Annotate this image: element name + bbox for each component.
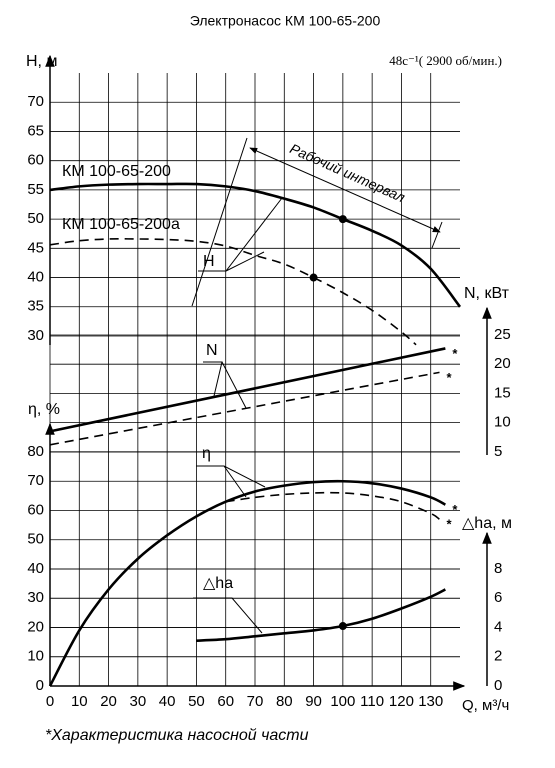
curve-label: КМ 100-65-200 — [62, 163, 171, 180]
x-tick-label: 80 — [276, 693, 293, 710]
y-tick-label: 40 — [27, 269, 44, 286]
y-tick-label: 20 — [27, 618, 44, 635]
note-mark: * — [447, 370, 453, 385]
y-tick-label: 60 — [27, 152, 44, 169]
y-tick-label: 10 — [27, 648, 44, 665]
curve-symbol: H — [203, 253, 215, 270]
y-tick-label: 10 — [494, 414, 511, 431]
grid — [49, 73, 460, 687]
curve-symbol: N — [206, 342, 218, 359]
x-tick-label: 0 — [46, 693, 54, 710]
y-tick-label: 70 — [27, 472, 44, 489]
y-tick-label: 0 — [494, 677, 502, 694]
y-tick-label: 0 — [36, 677, 44, 694]
y-tick-label: 45 — [27, 239, 44, 256]
curve — [49, 182, 462, 308]
curve — [225, 491, 440, 520]
x-label: Q, м³/ч — [462, 697, 509, 714]
curve — [196, 588, 446, 642]
note-mark: * — [452, 502, 458, 517]
y-tick-label: 30 — [27, 327, 44, 344]
y-tick-label: 60 — [27, 501, 44, 518]
x-tick-label: 120 — [389, 693, 414, 710]
x-tick-label: 90 — [305, 693, 322, 710]
y-tick-label: 80 — [27, 443, 44, 460]
curve-symbol: △hа — [203, 575, 233, 592]
y-tick-label: 2 — [494, 648, 502, 665]
x-tick-label: 60 — [217, 693, 234, 710]
y-tick-label: 20 — [494, 355, 511, 372]
curve — [49, 347, 446, 433]
curve-symbol: η — [202, 445, 211, 462]
dh-leader — [193, 597, 263, 634]
y-tick-label: 55 — [27, 181, 44, 198]
curve — [49, 371, 440, 446]
x-tick-label: 100 — [330, 693, 355, 710]
y-tick-label: 35 — [27, 298, 44, 315]
subtitle: 48с⁻¹( 2900 об/мин.) — [389, 53, 502, 68]
title: Электронасос КМ 100-65-200 — [190, 13, 381, 29]
y-tick-label: 50 — [27, 531, 44, 548]
note-mark: * — [452, 346, 458, 361]
footnote: *Характеристика насосной части — [45, 727, 309, 744]
curve — [49, 238, 417, 346]
y-tick-label: 65 — [27, 122, 44, 139]
y-tick-label: 5 — [494, 443, 502, 460]
x-tick-label: 50 — [188, 693, 205, 710]
curve-label: КМ 100-65-200а — [62, 216, 180, 233]
y-tick-label: 70 — [27, 93, 44, 110]
y-label: H, м — [26, 53, 57, 70]
n-leader — [203, 361, 247, 409]
interval-arrow — [249, 147, 441, 233]
operating-point — [338, 622, 347, 631]
x-tick-label: 70 — [247, 693, 264, 710]
y-tick-label: 50 — [27, 210, 44, 227]
operating-point — [338, 215, 347, 224]
y-tick-label: 6 — [494, 589, 502, 606]
eta-leader — [196, 465, 266, 498]
y-label: △hа, м — [462, 515, 512, 532]
note-mark: * — [447, 517, 453, 532]
x-tick-label: 40 — [159, 693, 176, 710]
x-tick-label: 110 — [360, 693, 384, 710]
y-tick-label: 15 — [494, 384, 511, 401]
y-label: N, кВт — [464, 285, 510, 302]
y-tick-label: 30 — [27, 589, 44, 606]
y-tick-label: 8 — [494, 560, 502, 577]
x-tick-label: 130 — [418, 693, 443, 710]
curve — [48, 479, 446, 687]
x-tick-label: 30 — [130, 693, 147, 710]
y-label: η, % — [28, 401, 60, 418]
y-tick-label: 25 — [494, 326, 511, 343]
x-tick-label: 20 — [100, 693, 117, 710]
operating-point — [309, 273, 318, 282]
y-tick-label: 40 — [27, 560, 44, 577]
x-tick-label: 10 — [71, 693, 88, 710]
y-tick-label: 4 — [494, 618, 502, 635]
